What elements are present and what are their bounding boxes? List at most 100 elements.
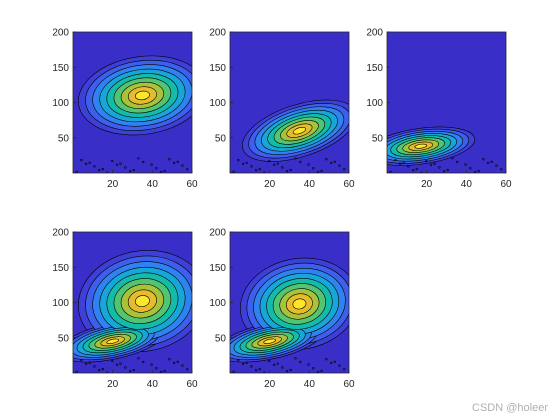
noise-speck — [289, 168, 292, 172]
noise-speck — [128, 169, 132, 173]
noise-speck — [111, 159, 114, 163]
noise-speck — [258, 167, 261, 171]
noise-speck — [281, 366, 284, 369]
y-tick-label: 100 — [366, 98, 383, 109]
noise-speck — [394, 158, 397, 162]
noise-speck — [245, 161, 248, 164]
noise-speck — [254, 369, 258, 372]
noise-speck — [438, 166, 441, 169]
noise-speck — [307, 163, 310, 166]
noise-speck — [155, 167, 158, 170]
noise-speck — [155, 367, 158, 370]
noise-speck — [237, 158, 240, 162]
noise-speck — [150, 363, 153, 366]
noise-speck — [254, 169, 258, 172]
noise-speck — [124, 166, 127, 169]
noise-speck — [307, 363, 310, 366]
noise-speck — [329, 161, 333, 165]
contour-level-9 — [292, 126, 307, 135]
noise-speck — [464, 163, 467, 166]
noise-speck — [245, 361, 248, 364]
watermark: CSDN @holeer — [472, 402, 548, 414]
noise-speck — [163, 369, 166, 373]
y-tick-label: 100 — [209, 298, 226, 309]
noise-speck — [299, 360, 302, 364]
noise-speck — [172, 161, 176, 165]
noise-speck — [490, 160, 493, 164]
noise-speck — [168, 357, 171, 361]
x-tick-label: 20 — [264, 379, 276, 390]
x-tick-label: 60 — [343, 379, 355, 390]
noise-speck — [115, 163, 119, 166]
contour-panel-5: 20 40 60 50 100 150 200 — [209, 228, 355, 391]
y-tick-label: 200 — [52, 228, 69, 239]
noise-speck — [276, 162, 279, 165]
noise-speck — [325, 157, 328, 161]
noise-speck — [402, 161, 405, 164]
y-tick-label: 50 — [372, 133, 384, 144]
noise-speck — [181, 364, 184, 367]
x-tick-label: 40 — [461, 179, 473, 190]
noise-speck — [312, 167, 315, 170]
noise-speck — [477, 169, 480, 173]
noise-speck — [101, 167, 104, 171]
noise-speck — [446, 168, 449, 172]
x-tick-label: 40 — [147, 379, 159, 390]
noise-speck — [442, 169, 446, 173]
noise-speck — [272, 163, 276, 166]
noise-speck — [333, 360, 336, 364]
noise-speck — [172, 361, 176, 365]
noise-speck — [241, 362, 245, 366]
y-tick-label: 200 — [209, 228, 226, 239]
contour-panel-4: 20 40 60 50 100 150 200 — [52, 228, 198, 391]
noise-speck — [338, 364, 341, 367]
noise-specks — [387, 157, 503, 173]
noise-speck — [84, 362, 88, 366]
contour-level-9 — [106, 338, 119, 344]
y-tick-label: 100 — [209, 98, 226, 109]
noise-speck — [425, 159, 428, 163]
noise-speck — [451, 157, 454, 160]
noise-speck — [285, 369, 289, 373]
noise-speck — [237, 358, 240, 362]
y-tick-label: 200 — [52, 28, 69, 39]
x-tick-label: 60 — [186, 379, 198, 390]
noise-specks — [230, 357, 346, 373]
noise-speck — [176, 360, 179, 364]
noise-speck — [456, 160, 459, 164]
x-tick-label: 40 — [147, 179, 159, 190]
noise-speck — [137, 357, 140, 360]
noise-speck — [469, 167, 472, 170]
noise-speck — [111, 359, 114, 363]
noise-speck — [97, 369, 101, 372]
contour-panel-3: 20 40 60 50 100 150 200 — [366, 28, 512, 191]
x-tick-label: 20 — [107, 179, 119, 190]
noise-speck — [343, 368, 346, 371]
noise-speck — [93, 165, 96, 168]
noise-speck — [119, 362, 122, 365]
noise-speck — [163, 169, 166, 173]
noise-speck — [429, 163, 433, 166]
x-tick-label: 60 — [186, 179, 198, 190]
noise-speck — [294, 357, 297, 360]
noise-speck — [241, 162, 245, 166]
contour-level-9 — [134, 90, 150, 101]
noise-speck — [84, 162, 88, 166]
noise-speck — [281, 166, 284, 169]
noise-speck — [137, 157, 140, 160]
y-tick-label: 150 — [52, 63, 69, 74]
noise-speck — [312, 367, 315, 370]
noise-speck — [132, 168, 135, 172]
x-tick-label: 20 — [264, 179, 276, 190]
noise-speck — [294, 157, 297, 160]
x-tick-label: 40 — [304, 179, 316, 190]
noise-speck — [285, 169, 289, 173]
y-tick-label: 150 — [209, 263, 226, 274]
noise-speck — [250, 365, 253, 368]
y-tick-label: 100 — [52, 298, 69, 309]
noise-speck — [115, 363, 119, 366]
x-tick-label: 60 — [343, 179, 355, 190]
noise-speck — [88, 161, 91, 164]
y-tick-label: 50 — [215, 333, 227, 344]
